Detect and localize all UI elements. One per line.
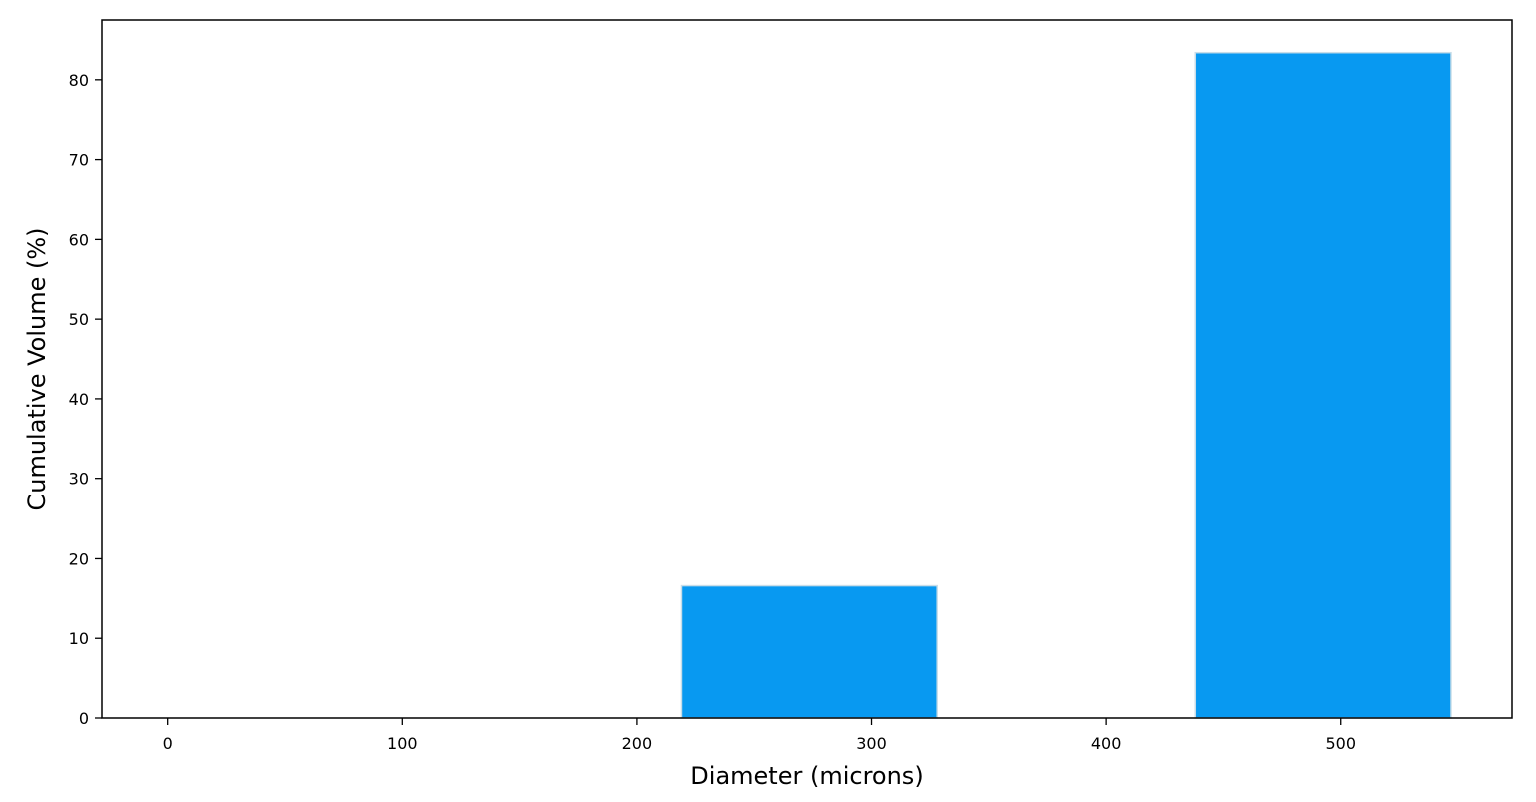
bar-2 [1194, 51, 1452, 719]
y-axis-label: Cumulative Volume (%) [23, 227, 51, 510]
y-tick-label: 20 [69, 549, 89, 568]
y-tick-label: 70 [69, 151, 89, 170]
axes-frame [101, 19, 1513, 719]
x-tick-label: 500 [1325, 734, 1356, 753]
x-tick-label: 100 [387, 734, 418, 753]
y-axis: 0 10 20 30 40 50 60 70 80 [69, 71, 102, 728]
x-tick-label: 0 [163, 734, 173, 753]
x-tick-label: 300 [856, 734, 887, 753]
bars-layer [680, 51, 1452, 719]
x-axis: 0 100 200 300 400 500 [163, 718, 1356, 753]
y-tick-label: 80 [69, 71, 89, 90]
x-tick-label: 200 [622, 734, 653, 753]
bar-1 [680, 584, 938, 719]
y-tick-label: 50 [69, 310, 89, 329]
x-axis-label: Diameter (microns) [690, 762, 923, 790]
x-tick-label: 400 [1091, 734, 1122, 753]
y-tick-label: 60 [69, 230, 89, 249]
y-tick-label: 10 [69, 629, 89, 648]
y-tick-label: 30 [69, 470, 89, 489]
y-tick-label: 0 [79, 709, 89, 728]
y-tick-label: 40 [69, 390, 89, 409]
